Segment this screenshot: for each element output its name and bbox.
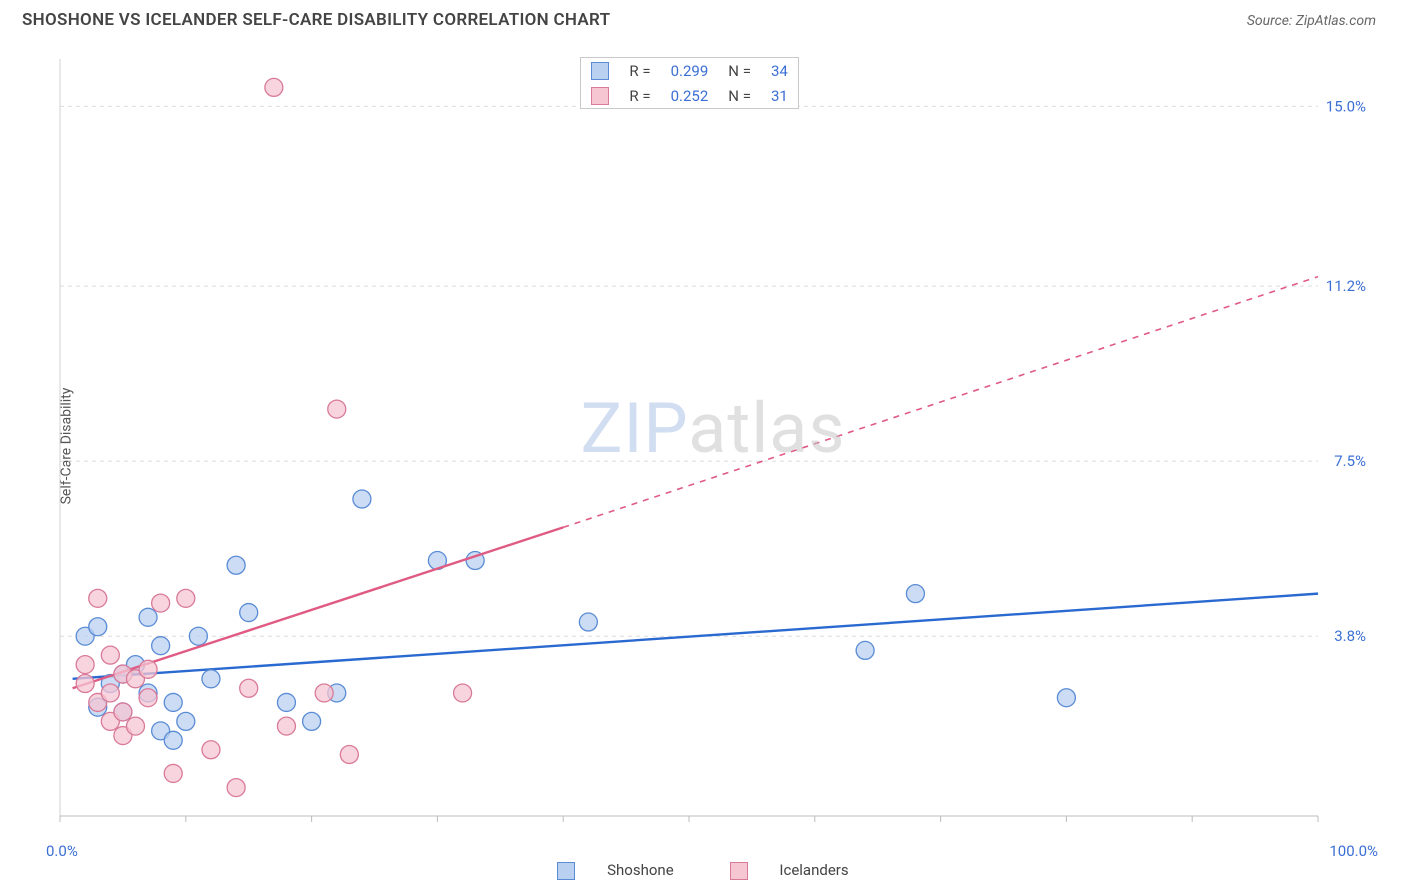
data-point [227, 779, 245, 797]
x-axis-end-label: 100.0% [1329, 842, 1378, 860]
legend-n-value: 31 [761, 83, 798, 108]
data-point [328, 400, 346, 418]
data-point [152, 594, 170, 612]
data-point [139, 689, 157, 707]
legend-swatch [591, 87, 609, 105]
trend-line [73, 594, 1318, 679]
data-point [340, 745, 358, 763]
data-point [240, 679, 258, 697]
stats-legend-row: R =0.299N =34 [581, 58, 797, 83]
y-tick-label: 3.8% [1334, 627, 1366, 645]
data-point [164, 693, 182, 711]
data-point [101, 684, 119, 702]
data-point [101, 646, 119, 664]
stats-legend-row: R =0.252N =31 [581, 83, 797, 108]
series-legend-item: Shoshone [543, 861, 687, 879]
data-point [189, 627, 207, 645]
chart-title: SHOSHONE VS ICELANDER SELF-CARE DISABILI… [22, 10, 610, 30]
legend-r-value: 0.299 [661, 58, 719, 83]
y-tick-label: 7.5% [1334, 452, 1366, 470]
data-point [76, 656, 94, 674]
data-point [126, 717, 144, 735]
legend-swatch [591, 62, 609, 80]
data-point [152, 637, 170, 655]
data-point [240, 604, 258, 622]
data-point [139, 608, 157, 626]
data-point [906, 585, 924, 603]
x-axis-start-label: 0.0% [46, 842, 78, 860]
data-point [202, 741, 220, 759]
data-point [89, 589, 107, 607]
data-point [315, 684, 333, 702]
stats-legend: R =0.299N =34R =0.252N =31 [580, 57, 798, 109]
legend-r-value: 0.252 [661, 83, 719, 108]
legend-n-label: N = [718, 83, 761, 108]
data-point [277, 693, 295, 711]
data-point [202, 670, 220, 688]
scatter-plot: 3.8%7.5%11.2%15.0% ZIPatlas R =0.299N =3… [50, 55, 1376, 834]
data-point [1057, 689, 1075, 707]
data-point [277, 717, 295, 735]
series-legend-item: Icelanders [716, 861, 863, 879]
data-point [177, 589, 195, 607]
legend-swatch [557, 862, 575, 880]
legend-r-label: R = [619, 58, 660, 83]
trend-line-extrapolated [563, 277, 1318, 528]
data-point [164, 731, 182, 749]
data-point [227, 556, 245, 574]
legend-n-label: N = [718, 58, 761, 83]
data-point [139, 660, 157, 678]
legend-swatch [730, 862, 748, 880]
data-point [856, 641, 874, 659]
data-point [89, 618, 107, 636]
y-tick-label: 11.2% [1326, 277, 1366, 295]
data-point [454, 684, 472, 702]
legend-n-value: 34 [761, 58, 798, 83]
data-point [579, 613, 597, 631]
legend-r-label: R = [619, 83, 660, 108]
series-name: Icelanders [779, 861, 848, 879]
data-point [353, 490, 371, 508]
series-legend: Shoshone Icelanders [0, 861, 1406, 880]
series-name: Shoshone [607, 861, 674, 879]
data-point [265, 78, 283, 96]
source-attribution: Source: ZipAtlas.com [1247, 13, 1376, 29]
data-point [303, 712, 321, 730]
data-point [114, 703, 132, 721]
data-point [177, 712, 195, 730]
data-point [76, 675, 94, 693]
data-point [164, 764, 182, 782]
y-tick-label: 15.0% [1326, 97, 1366, 115]
